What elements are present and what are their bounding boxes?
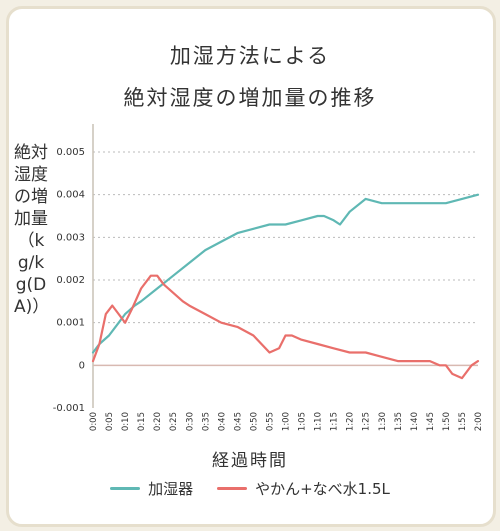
legend-label-humidifier: 加湿器 [148,480,194,498]
x-tick-label-23: 1:55 [458,412,468,431]
x-tick-label-18: 1:30 [378,412,388,431]
x-tick-label-22: 1:50 [442,412,452,431]
x-tick-label-0: 0:00 [89,412,99,431]
y-tick-label-3: 0.002 [56,275,85,286]
x-tick-label-16: 1:20 [346,412,356,431]
x-tick-label-14: 1:10 [314,412,324,431]
x-tick-label-1: 0:05 [105,412,115,431]
x-tick-label-13: 1:05 [298,412,308,431]
x-tick-label-2: 0:10 [121,412,131,431]
x-tick-label-4: 0:20 [153,412,163,431]
legend-swatch-humidifier [110,487,141,490]
x-tick-label-10: 0:50 [249,412,259,431]
x-tick-label-3: 0:15 [137,412,147,431]
y-tick-label-1: 0 [79,360,85,371]
y-tick-label-4: 0.003 [56,232,85,243]
x-tick-label-20: 1:40 [410,412,420,431]
x-tick-label-21: 1:45 [426,412,436,431]
y-tick-label-5: 0.004 [56,190,85,201]
chart-title-line2: 絶対湿度の増加量の推移 [123,86,377,110]
x-axis-label: 経過時間 [212,451,288,471]
x-tick-label-24: 2:00 [474,412,484,431]
series-line-0 [91,193,480,354]
x-tick-label-8: 0:40 [217,412,227,431]
x-tick-label-5: 0:25 [169,412,179,431]
x-tick-label-6: 0:30 [185,412,195,431]
y-tick-label-2: 0.001 [56,318,85,329]
chart-title-line1: 加湿方法による [169,44,331,68]
y-tick-label-0: -0.001 [53,403,85,414]
x-tick-label-19: 1:35 [394,412,404,431]
legend-label-kettle: やかん+なべ水1.5L [255,480,390,498]
y-axis-label: 絶対湿度の増加量（kg/kg(DA)） [14,143,50,317]
legend-swatch-kettle [217,487,248,490]
x-tick-label-15: 1:15 [330,412,340,431]
y-tick-label-6: 0.005 [56,147,85,158]
x-tick-label-12: 1:00 [282,412,292,431]
legend: 加湿器 やかん+なべ水1.5L [0,478,500,499]
x-tick-label-17: 1:25 [362,412,372,431]
legend-item-humidifier: 加湿器 [110,478,193,499]
x-tick-label-11: 0:55 [265,412,275,431]
series-line-1 [91,274,480,380]
x-tick-label-9: 0:45 [233,412,243,431]
legend-item-kettle: やかん+なべ水1.5L [217,478,390,499]
chart-card [6,6,496,527]
x-tick-label-7: 0:35 [201,412,211,431]
